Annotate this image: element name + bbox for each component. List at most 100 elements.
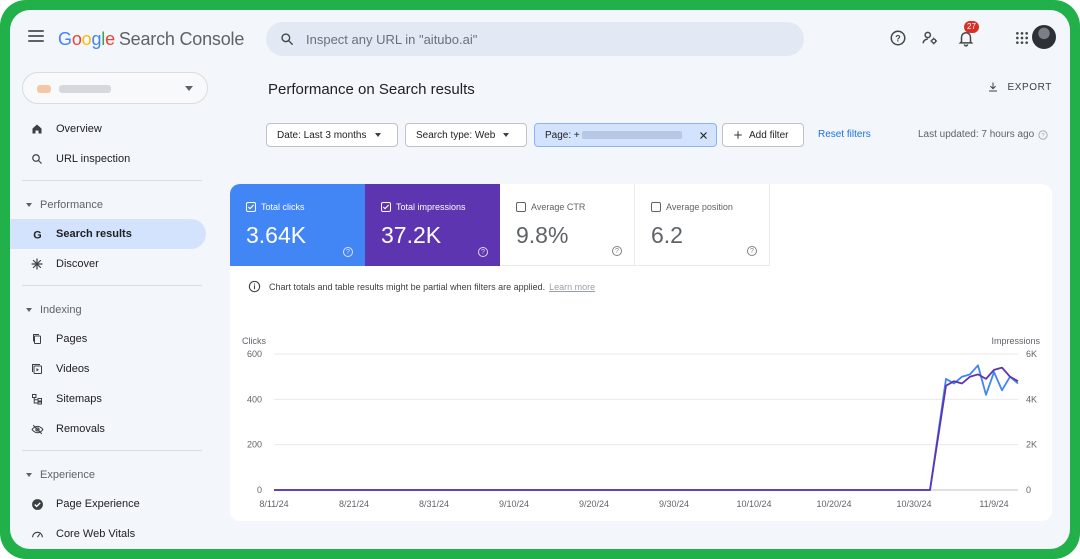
sidebar-item-core-web-vitals[interactable]: Core Web Vitals (10, 519, 206, 549)
checkbox-checked-icon[interactable] (246, 202, 256, 212)
y-tick-left: 400 (247, 394, 262, 404)
logo-letter: G (58, 29, 72, 49)
sidebar-item-page-experience[interactable]: Page Experience (10, 489, 206, 519)
sidebar-item-sitemaps[interactable]: Sitemaps (10, 384, 206, 414)
help-icon[interactable]: ? (612, 246, 622, 256)
manage-users-icon[interactable] (918, 26, 942, 50)
sidebar-item-label: Videos (56, 363, 90, 375)
property-favicon-blurred (37, 85, 51, 93)
download-icon (989, 82, 998, 92)
metric-value: 9.8% (516, 222, 569, 248)
metric-average-position[interactable]: Average position 6.2 ? (635, 184, 770, 266)
checkbox-unchecked-icon[interactable] (651, 202, 661, 212)
search-type-filter-chip[interactable]: Search type: Web (405, 123, 527, 147)
metric-value: 3.64K (246, 222, 307, 248)
account-avatar[interactable] (1032, 25, 1056, 49)
x-tick: 10/30/24 (896, 499, 931, 509)
y-axis-left-title: Clicks (242, 336, 266, 346)
performance-line-chart[interactable]: Clicks Impressions 600 6K 400 4K 200 2K 0 0 8/11/2… (230, 324, 1052, 514)
sidebar-section-experience[interactable]: Experience (10, 461, 210, 489)
performance-card: Total clicks 3.64K ? Total impressions 3… (230, 184, 1052, 521)
notification-count-badge: 27 (964, 21, 979, 33)
help-icon[interactable]: ? (747, 246, 757, 256)
sidebar-section-indexing[interactable]: Indexing (10, 296, 210, 324)
collapse-caret-icon (26, 473, 32, 477)
home-icon (30, 122, 44, 136)
sidebar-item-label: Sitemaps (56, 393, 102, 405)
checkbox-checked-icon[interactable] (381, 202, 391, 212)
notifications-bell-icon[interactable]: 27 (954, 21, 979, 50)
logo-product-name: Search Console (118, 29, 245, 49)
page-title: Performance on Search results (268, 81, 475, 98)
x-tick: 10/20/24 (816, 499, 851, 509)
info-icon (248, 280, 261, 293)
sidebar-section-label: Indexing (40, 304, 82, 316)
x-tick: 8/31/24 (419, 499, 449, 509)
close-icon[interactable] (699, 131, 708, 140)
y-tick-left: 600 (247, 349, 262, 359)
metric-total-impressions[interactable]: Total impressions 37.2K ? (365, 184, 500, 266)
logo-letter: l (101, 29, 106, 49)
sidebar-item-label: Removals (56, 423, 105, 435)
metric-average-ctr[interactable]: Average CTR 9.8% ? (500, 184, 635, 266)
google-g-icon: G (30, 227, 44, 241)
sidebar-section-label: Performance (40, 199, 103, 211)
sidebar-item-label: Discover (56, 258, 99, 270)
page-filter-chip[interactable]: Page: + (534, 123, 717, 147)
plus-icon (734, 131, 742, 139)
sidebar-section-performance[interactable]: Performance (10, 191, 210, 219)
help-icon[interactable]: ? (478, 247, 488, 257)
sidebar-item-discover[interactable]: Discover (10, 249, 206, 279)
search-input[interactable] (306, 31, 766, 47)
add-filter-label: Add filter (749, 129, 789, 141)
checkbox-unchecked-icon[interactable] (516, 202, 526, 212)
collapse-caret-icon (26, 203, 32, 207)
metric-total-clicks[interactable]: Total clicks 3.64K ? (230, 184, 365, 266)
add-filter-button[interactable]: Add filter (722, 123, 804, 147)
y-tick-right: 4K (1026, 394, 1037, 404)
sidebar-item-videos[interactable]: Videos (10, 354, 206, 384)
logo-letter: o (81, 29, 92, 49)
last-updated: Last updated: 7 hours ago ? (918, 129, 1048, 140)
y-tick-right: 0 (1026, 485, 1031, 495)
y-axis-right-title: Impressions (991, 336, 1040, 346)
property-selector[interactable] (22, 72, 208, 104)
sidebar-item-pages[interactable]: Pages (10, 324, 206, 354)
sidebar-item-removals[interactable]: Removals (10, 414, 206, 444)
help-icon[interactable]: ? (1038, 129, 1048, 140)
reset-filters-link[interactable]: Reset filters (818, 129, 871, 140)
help-icon[interactable]: ? (886, 26, 910, 50)
search-console-logo[interactable]: Google Search Console (58, 29, 244, 50)
logo-letter: e (105, 29, 115, 49)
main-menu-icon[interactable] (28, 30, 44, 42)
metric-label: Total impressions (396, 202, 466, 212)
notice-text: Chart totals and table results might be … (269, 281, 546, 292)
sidebar-item-label: Pages (56, 333, 88, 345)
help-icon[interactable]: ? (343, 247, 353, 257)
url-inspection-search[interactable] (266, 22, 804, 56)
date-filter-label: Date: Last 3 months (277, 129, 367, 141)
x-tick: 8/11/24 (259, 499, 288, 509)
sidebar-item-overview[interactable]: Overview (10, 114, 206, 144)
sidebar-nav: Overview URL inspection Performance G Se… (10, 114, 210, 549)
export-label: EXPORT (1007, 81, 1052, 93)
last-updated-text: Last updated: 7 hours ago (918, 129, 1035, 140)
x-tick: 10/10/24 (736, 499, 771, 509)
video-icon (30, 362, 44, 376)
chevron-down-icon (185, 86, 193, 91)
y-tick-right: 2K (1026, 440, 1037, 450)
partial-data-notice: Chart totals and table results might be … (248, 280, 595, 293)
x-tick: 9/20/24 (579, 499, 609, 509)
sidebar-item-url-inspection[interactable]: URL inspection (10, 144, 206, 174)
y-tick-left: 200 (247, 440, 262, 450)
sidebar-item-search-results[interactable]: G Search results (10, 219, 206, 249)
date-filter-chip[interactable]: Date: Last 3 months (266, 123, 398, 147)
chevron-down-icon (503, 133, 510, 137)
metric-label: Average position (666, 202, 733, 212)
apps-grid-icon[interactable] (1010, 26, 1034, 50)
export-button[interactable]: EXPORT (987, 81, 1052, 93)
learn-more-link[interactable]: Learn more (549, 281, 596, 292)
sidebar-divider (22, 450, 202, 451)
